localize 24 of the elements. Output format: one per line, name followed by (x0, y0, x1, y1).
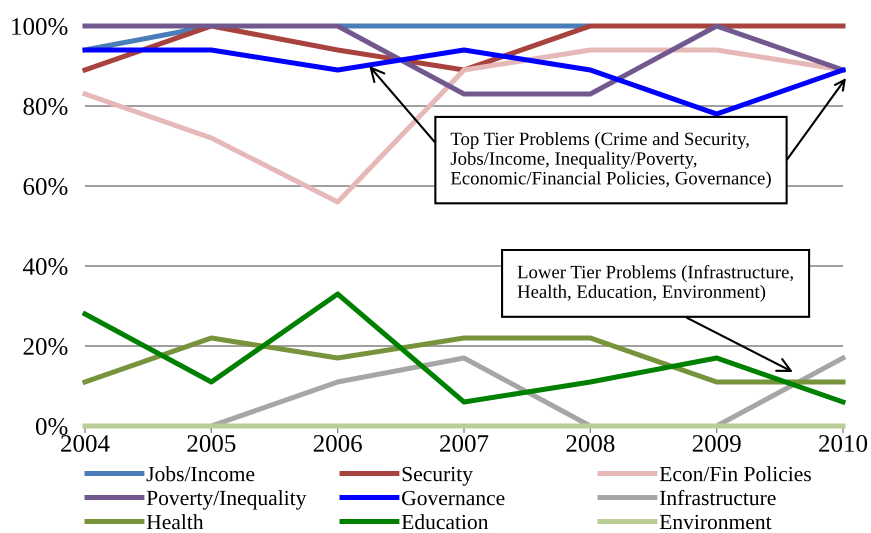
y-tick-label: 40% (22, 258, 68, 275)
legend-label: Governance (402, 490, 504, 506)
y-tick-label: 80% (23, 98, 68, 115)
x-tick-label: 2005 (187, 435, 236, 452)
y-tick-label: 20% (24, 338, 68, 355)
x-tick-label: 2009 (692, 435, 741, 452)
y-tick-label: 100% (12, 18, 68, 35)
x-tick-label: 2004 (61, 435, 110, 452)
x-tick-label: 2008 (566, 435, 614, 452)
legend-label: Health (146, 514, 204, 530)
x-tick-label: 2006 (314, 435, 362, 452)
y-tick-label: 60% (24, 178, 68, 195)
annotation: Top Tier Problems (Crime and Security, Jobs/Income, Inequality/Poverty, Economic/Financial Policies, Governance) (450, 132, 771, 188)
legend-label: Econ/Fin Policies (660, 466, 811, 482)
legend-label: Poverty/Inequality (146, 490, 306, 510)
x-tick-label: 2010 (819, 435, 868, 452)
legend-label: Education (402, 514, 488, 530)
x-tick-label: 2007 (440, 435, 488, 452)
y-tick-label: 0% (36, 418, 68, 435)
legend-label: Infrastructure (660, 490, 776, 506)
legend-label: Security (402, 466, 473, 486)
legend-label: Jobs/Income (146, 466, 254, 482)
legend-label: Environment (660, 514, 772, 530)
annotation: Lower Tier Problems (Infrastructure, Health, Education, Environment) (518, 265, 793, 302)
